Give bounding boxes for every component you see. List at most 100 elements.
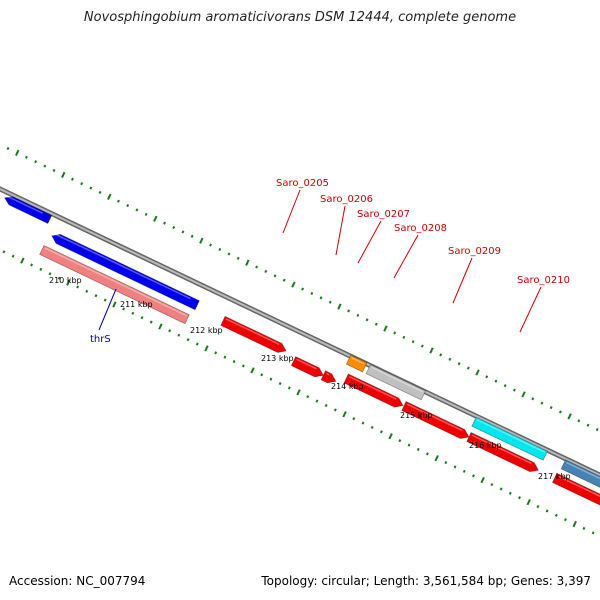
lower-tick-mark [103,298,107,302]
gene-highlight [371,366,424,393]
lower-tick-mark [131,311,135,315]
lower-tick-mark [352,417,356,421]
upper-tick-mark [540,401,544,405]
gene-arrow [220,315,287,353]
gene-highlight [566,461,600,480]
gene-arrow [343,373,404,408]
upper-tick-mark [567,413,572,420]
lower-tick-mark [361,421,365,425]
gene-leader-line [357,220,382,264]
lower-tick-mark [232,360,236,364]
upper-tick-mark [347,309,351,313]
upper-tick-mark [328,300,332,304]
gene-arrow [320,370,337,384]
upper-tick-mark [521,391,526,398]
upper-tick-mark [577,419,581,423]
upper-tick-mark [24,155,28,159]
lower-tick-mark [112,301,117,308]
lower-tick-mark [30,263,34,267]
gene-arrow [466,431,540,473]
lower-tick-mark [480,477,485,484]
gene-label: Saro_0206 [320,194,373,205]
lower-tick-mark [591,531,595,535]
gene-highlight [54,233,191,300]
upper-tick-mark [448,357,452,361]
lower-tick-mark [342,411,347,418]
lower-tick-mark [223,355,227,359]
lower-tick-mark [536,504,540,509]
upper-tick-mark [439,353,443,357]
kbp-label: 211 kbp [120,300,153,309]
lower-tick-mark [149,320,153,324]
gene-leader-line [393,234,419,279]
upper-tick-mark [457,362,461,366]
lower-tick-mark [526,498,531,506]
lower-tick-mark [204,345,209,352]
upper-tick-mark [356,313,360,317]
gene-highlight [296,358,317,370]
upper-tick-mark [264,269,268,274]
lower-tick-mark [444,461,448,465]
upper-tick-mark [15,149,20,157]
lower-tick-mark [499,487,503,491]
gene-arrow [401,400,470,439]
upper-tick-mark [89,186,93,190]
gene-leader-line [452,257,473,304]
upper-tick-mark [393,331,397,335]
lower-tick-mark [572,520,577,528]
lower-tick-mark [564,518,567,522]
lower-tick-mark [370,425,374,430]
lower-tick-mark [260,373,264,377]
gene-arrow [39,244,190,325]
gene-arrow [560,459,600,488]
upper-tick-mark [273,274,277,278]
gene-highlight [471,434,532,465]
kbp-label: 217 kbp [538,472,571,481]
upper-tick-mark [531,397,535,401]
lower-tick-mark [462,469,466,473]
upper-tick-mark [199,237,204,244]
upper-tick-mark [466,366,470,370]
upper-tick-mark [301,287,305,291]
lower-tick-mark [186,338,190,342]
lower-tick-mark [214,351,218,355]
gene-label: Saro_0208 [394,223,447,234]
gene-leader-line [335,205,346,256]
gene-highlight [351,357,365,365]
gene-arrow [345,354,368,373]
lower-tick-mark [306,395,310,399]
upper-tick-mark [236,256,240,260]
upper-tick-mark [549,406,553,410]
upper-tick-mark [144,212,148,216]
upper-tick-mark [365,318,369,322]
lower-tick-mark [177,333,181,337]
lower-tick-mark [490,482,494,487]
lower-tick-mark [388,433,393,440]
upper-tick-mark [80,182,84,186]
lower-tick-mark [241,364,245,368]
gene-highlight [348,375,397,400]
gene-highlight [406,403,463,432]
gene-leader-line [519,286,542,333]
gene-highlight [7,195,44,214]
upper-tick-mark [218,247,222,252]
upper-tick-mark [190,234,194,238]
upper-tick-mark [310,291,314,295]
upper-tick-mark [245,259,250,266]
gene-highlight [476,419,546,453]
upper-tick-mark [402,335,406,339]
lower-tick-mark [94,294,98,298]
lower-tick-mark [472,474,475,478]
upper-tick-mark [126,204,130,208]
upper-tick-mark [475,369,480,376]
kbp-label: 213 kbp [261,354,294,363]
gene-highlight [225,318,280,346]
lower-tick-mark [11,254,15,258]
upper-tick-mark [420,344,424,348]
lower-tick-mark [48,272,52,276]
gene-arrow [551,472,600,506]
lower-tick-mark [250,367,255,374]
lower-tick-mark [315,399,319,403]
upper-tick-mark [255,265,259,269]
gene-arrow [290,356,324,378]
